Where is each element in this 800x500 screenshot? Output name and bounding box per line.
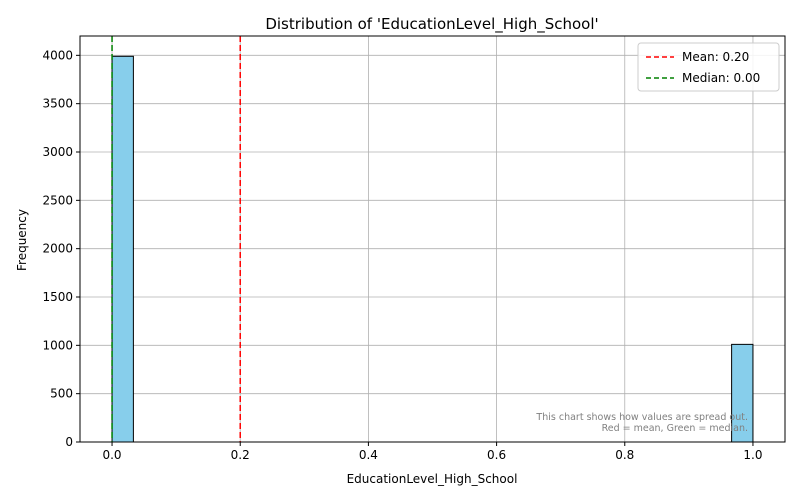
annotation-line-1: This chart shows how values are spread o… (535, 412, 748, 423)
x-tick-label: 0.0 (102, 448, 121, 462)
legend-mean-label: Mean: 0.20 (682, 50, 749, 64)
y-tick-label: 2000 (42, 242, 73, 256)
x-ticks: 0.0 0.2 0.4 0.6 0.8 1.0 (102, 442, 763, 462)
y-axis-label: Frequency (15, 209, 29, 271)
y-tick-label: 0 (65, 435, 73, 449)
bars-layer (111, 55, 754, 443)
y-tick-label: 2500 (42, 193, 73, 207)
y-tick-label: 3500 (42, 97, 73, 111)
chart-title: Distribution of 'EducationLevel_High_Sch… (265, 15, 598, 34)
x-tick-label: 1.0 (743, 448, 762, 462)
y-tick-label: 4000 (42, 48, 73, 62)
y-ticks: 0 500 1000 1500 2000 2500 3000 3500 4000 (42, 48, 80, 449)
y-tick-label: 500 (50, 387, 73, 401)
x-tick-label: 0.2 (231, 448, 250, 462)
plot-frame (79, 35, 786, 443)
histogram-bar (111, 55, 134, 443)
x-axis-label: EducationLevel_High_School (347, 472, 518, 486)
x-tick-label: 0.4 (359, 448, 378, 462)
legend-box (637, 42, 780, 92)
annotation-line-2: Red = mean, Green = median. (602, 423, 748, 434)
y-tick-label: 1500 (42, 290, 73, 304)
grid-layer (80, 36, 785, 443)
x-tick-label: 0.6 (487, 448, 506, 462)
legend-median-label: Median: 0.00 (682, 71, 760, 85)
y-tick-label: 3000 (42, 145, 73, 159)
x-tick-label: 0.8 (615, 448, 634, 462)
y-tick-label: 1000 (42, 338, 73, 352)
legend: Mean: 0.20 Median: 0.00 (637, 42, 780, 92)
reference-lines-layer (111, 36, 241, 442)
